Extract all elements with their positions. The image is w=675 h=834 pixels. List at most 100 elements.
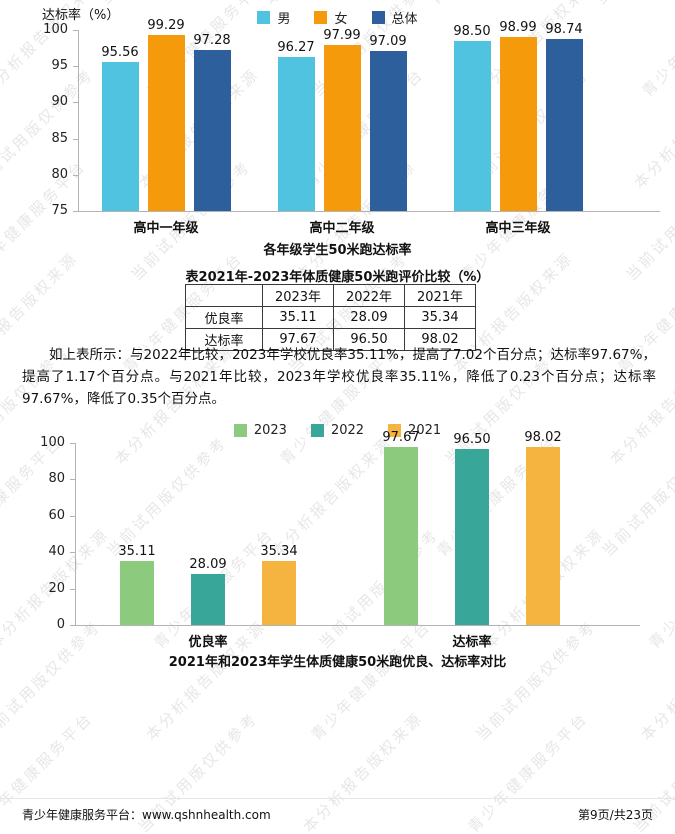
bar-value-label: 99.29 (147, 18, 185, 34)
comparison-table: 2023年 2022年 2021年 优良率 35.11 28.09 35.34 … (185, 284, 476, 351)
legend-item: 2022 (310, 423, 365, 438)
y-tick-label: 95 (51, 58, 68, 74)
bar-s2-c0 (193, 49, 231, 211)
y-tick-mark (73, 30, 78, 31)
legend-item: 女 (314, 8, 348, 27)
y-tick-label: 75 (51, 203, 68, 218)
legend-swatch-icon (257, 11, 271, 24)
legend-label: 2021 (408, 423, 442, 438)
bar-s1-c1 (455, 449, 489, 625)
y-tick-mark (73, 174, 78, 176)
bar-value-label: 95.56 (101, 45, 139, 61)
bar-value-label: 98.99 (499, 20, 537, 36)
table-row: 优良率 35.11 28.09 35.34 (185, 306, 476, 329)
table-cell: 35.34 (404, 306, 476, 329)
bar-value-label: 35.11 (118, 544, 156, 560)
x-category-label: 高中二年级 (309, 221, 375, 236)
bar-s0-c0 (101, 62, 139, 211)
x-axis-line (78, 211, 660, 212)
bar-s1-c0 (191, 573, 225, 625)
bar-s2-c0 (262, 560, 296, 625)
y-tick-label: 100 (40, 435, 65, 450)
legend-item: 2023 (233, 423, 287, 438)
bar-s0-c0 (120, 561, 154, 625)
x-category-label: 高中三年级 (485, 221, 551, 236)
y-tick-mark (70, 479, 75, 481)
legend-label: 2022 (330, 423, 365, 438)
legend-swatch-icon (388, 424, 402, 437)
table-cell: 35.11 (262, 306, 334, 329)
legend-swatch-icon (233, 424, 247, 437)
x-category-label: 优良率 (188, 635, 228, 650)
y-tick-mark (70, 443, 75, 444)
table-row: 达标率 97.67 96.50 98.02 (185, 328, 476, 351)
x-axis-line (75, 625, 640, 626)
chart-legend: 男 女 总体 (0, 8, 675, 27)
y-axis-line (75, 443, 76, 625)
bar-value-label: 96.27 (277, 40, 315, 55)
year-comparison-chart: 2023 2022 2021 0 20 40 60 80 100 35.11 28.09 35.34… (0, 413, 675, 650)
bar-value-label: 98.50 (453, 23, 491, 39)
bar-value-label: 97.28 (193, 32, 231, 48)
y-tick-mark (70, 552, 75, 554)
bar-s0-c2 (453, 40, 491, 211)
legend-item: 男 (257, 8, 290, 27)
table-header-cell: 2021年 (404, 284, 476, 307)
y-tick-label: 40 (48, 544, 65, 560)
footer-platform-text: 青少年健康服务平台：www.qshnhealth.com (22, 808, 271, 822)
bar-s2-c2 (545, 39, 583, 211)
y-tick-label: 60 (48, 507, 65, 523)
bar-s1-c0 (147, 35, 185, 211)
table-cell: 96.50 (333, 328, 405, 351)
bar-value-label: 97.99 (323, 27, 361, 43)
row-label-cell: 优良率 (185, 306, 263, 329)
x-category-label: 高中一年级 (133, 221, 199, 236)
y-tick-label: 80 (51, 166, 68, 182)
y-tick-label: 85 (51, 130, 68, 146)
table-header-cell: 2023年 (262, 284, 334, 307)
bar-s1-c1 (323, 44, 361, 211)
footer-page-number: 第9页/共23页 (578, 808, 653, 822)
y-tick-mark (70, 625, 75, 626)
bar-value-label: 97.67 (382, 430, 420, 446)
legend-item: 总体 (371, 8, 418, 27)
bar-s0-c1 (277, 57, 315, 211)
row-label-cell: 达标率 (185, 328, 263, 351)
y-tick-label: 90 (51, 94, 68, 110)
legend-label: 女 (334, 12, 348, 27)
y-tick-mark (70, 515, 75, 517)
bar-value-label: 35.34 (260, 543, 298, 559)
legend-label: 2023 (253, 423, 287, 438)
y-tick-mark (73, 211, 78, 212)
table-header-row: 2023年 2022年 2021年 (185, 284, 476, 307)
y-tick-mark (73, 102, 78, 104)
y-tick-label: 0 (56, 617, 65, 632)
y-axis-title: 达标率（%） (42, 8, 120, 23)
table-title: 表2021年-2023年体质健康50米跑评价比较（%） (185, 270, 490, 285)
table-corner-cell (185, 284, 263, 307)
table-header-cell: 2022年 (333, 284, 405, 307)
y-tick-mark (70, 588, 75, 590)
bar-s0-c1 (384, 447, 418, 625)
table-cell: 98.02 (404, 328, 476, 351)
bar-s2-c1 (526, 446, 560, 625)
chart-caption: 各年级学生50米跑达标率 (263, 243, 412, 258)
analysis-paragraph: 如上表所示：与2022年比较，2023年学校优良率35.11%，提高了7.02个… (22, 347, 656, 407)
y-tick-label: 20 (48, 580, 65, 596)
bar-value-label: 98.02 (524, 429, 562, 445)
legend-label: 总体 (391, 12, 418, 27)
legend-swatch-icon (310, 424, 324, 437)
footer-divider (0, 798, 675, 799)
legend-swatch-icon (314, 11, 328, 24)
y-axis-line (78, 30, 79, 211)
legend-label: 男 (277, 12, 291, 27)
pass-rate-by-grade-chart: 达标率（%） 男 女 总体 75 80 85 90 95 100 95.56 99.29 97.28… (0, 0, 675, 236)
bar-value-label: 97.09 (369, 34, 407, 50)
chart-caption: 2021年和2023年学生体质健康50米跑优良、达标率对比 (168, 655, 507, 670)
bar-s2-c1 (369, 51, 407, 211)
bar-s1-c2 (499, 37, 537, 211)
bar-value-label: 96.50 (453, 432, 491, 448)
chart-legend: 2023 2022 2021 (0, 423, 675, 438)
